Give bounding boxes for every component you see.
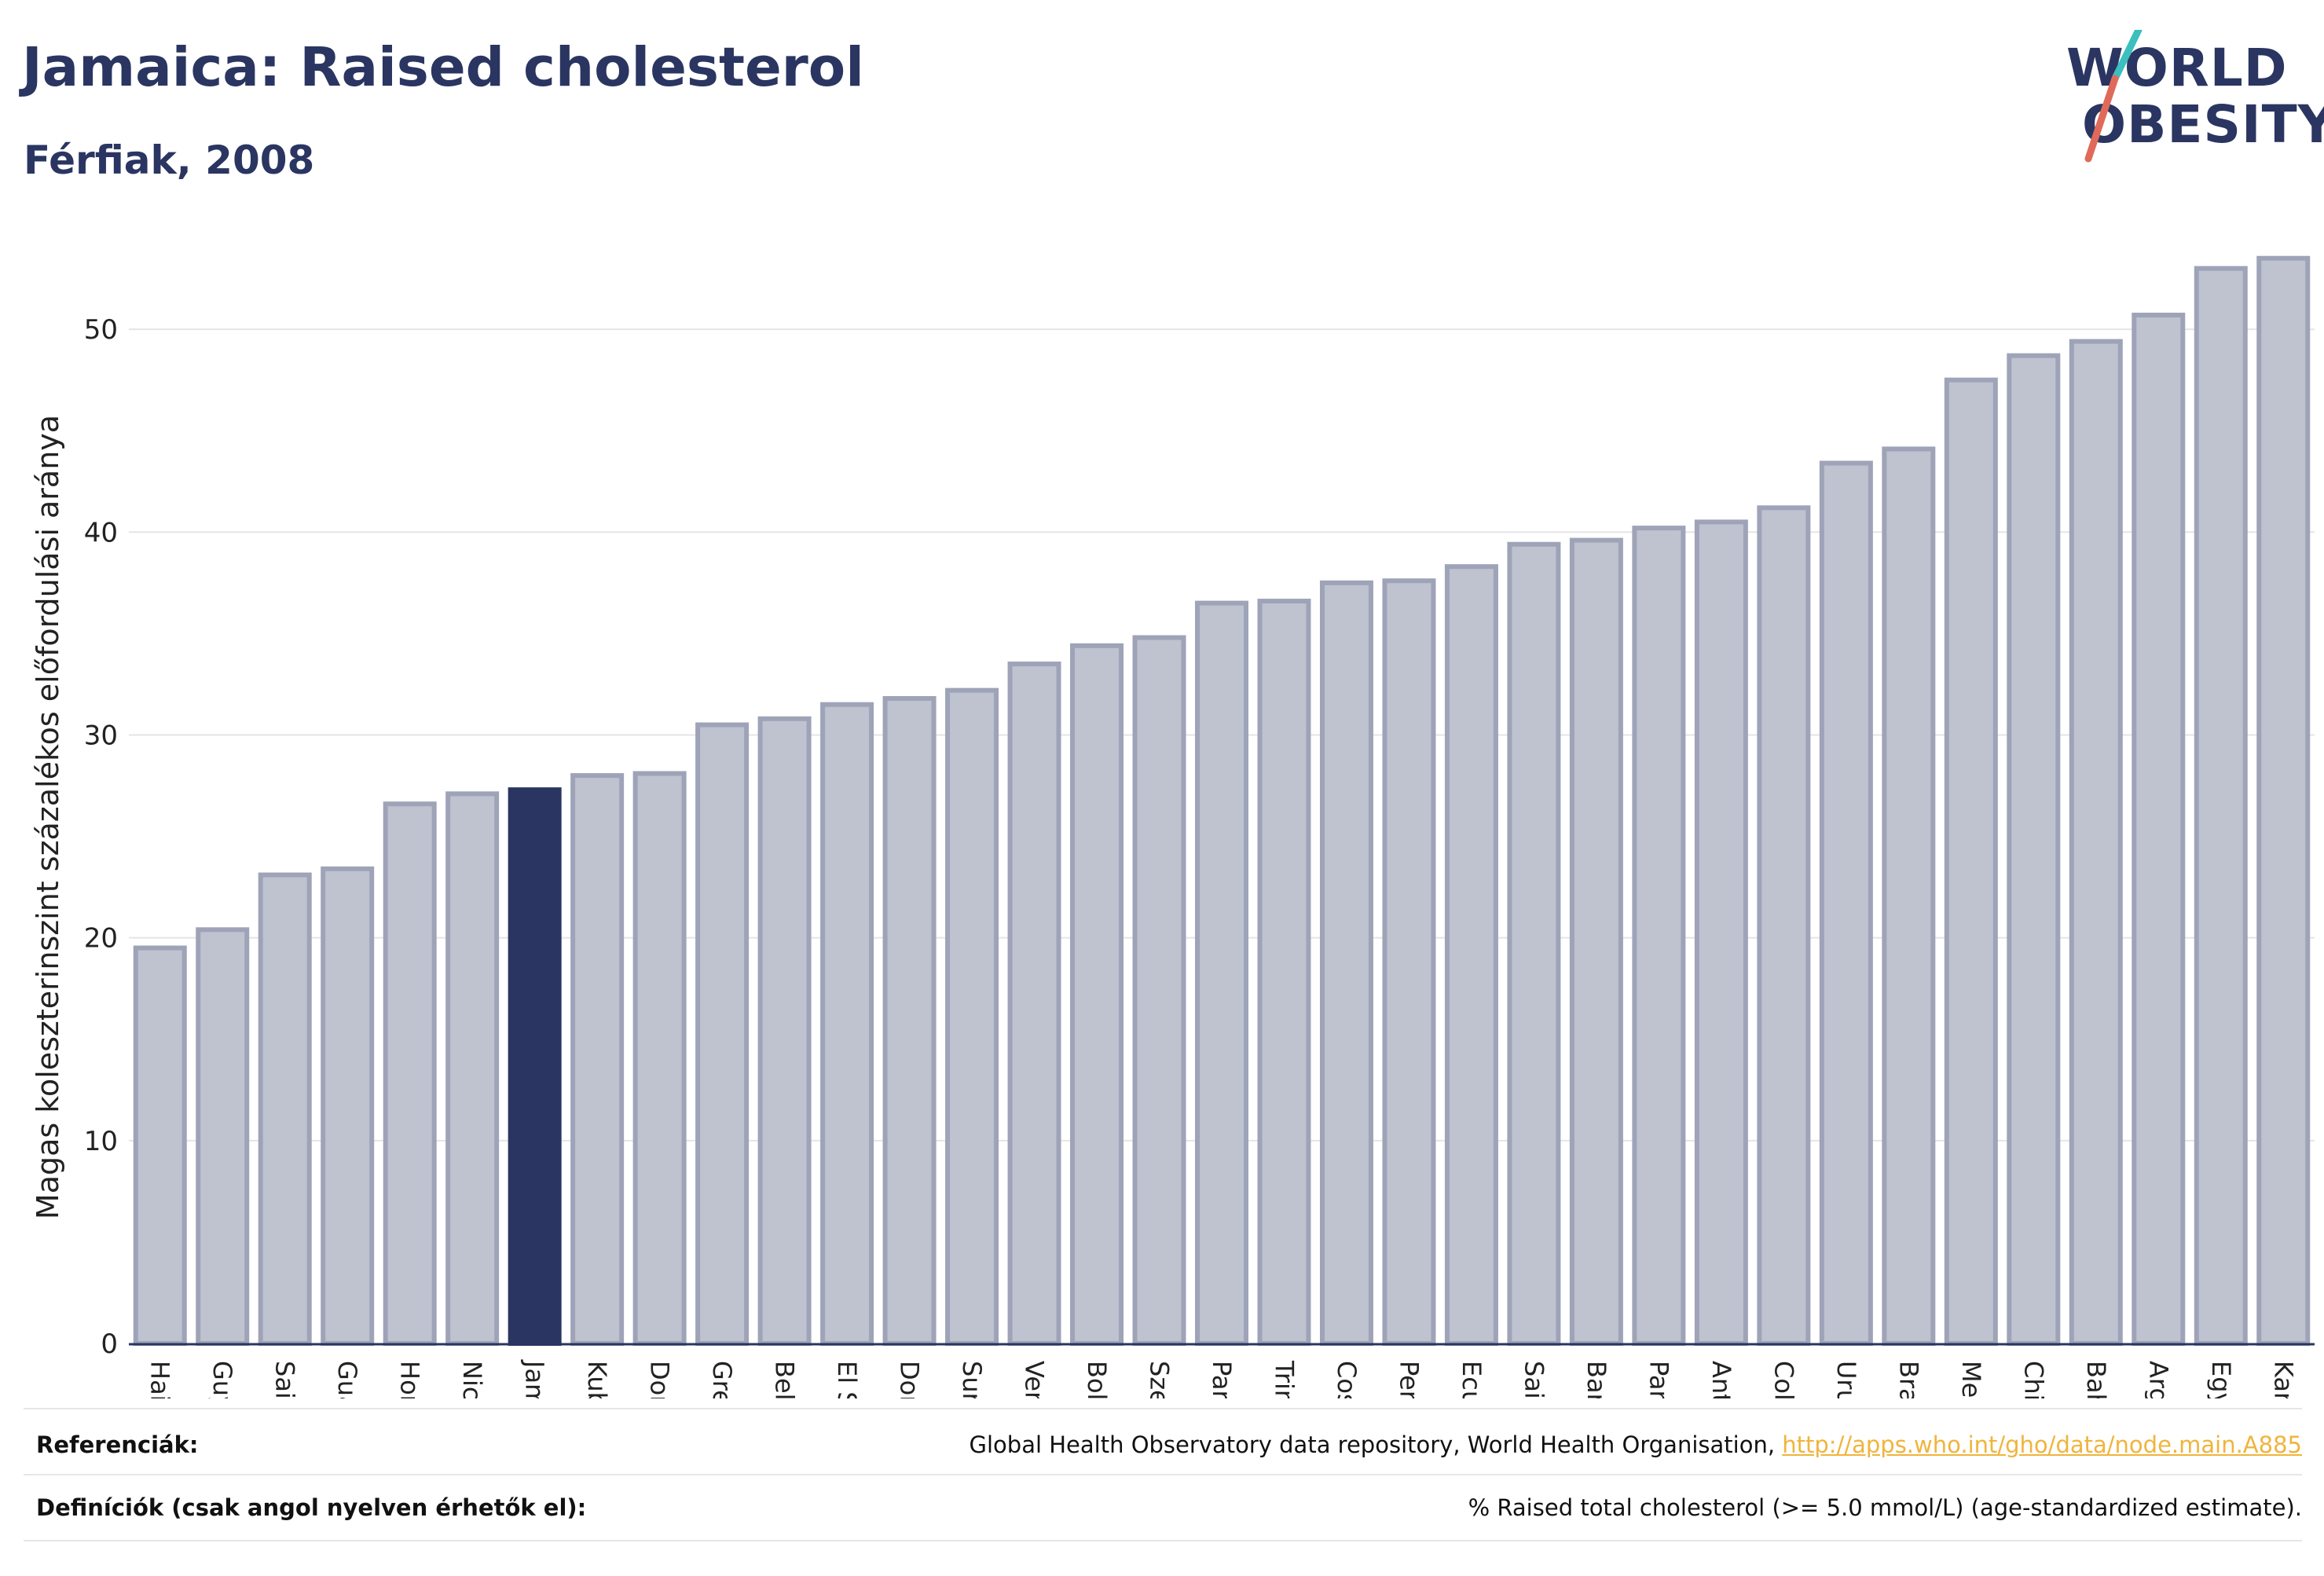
bar [945, 687, 999, 1346]
bar [1632, 526, 1686, 1346]
x-tick-label: Chile [2018, 1361, 2048, 1398]
bar [321, 866, 375, 1346]
footer-divider-3 [24, 1540, 2302, 1541]
references-value: Global Health Observatory data repositor… [970, 1431, 2302, 1458]
definitions-label: Definíciók (csak angol nyelven érhetők e… [36, 1494, 587, 1521]
bar [1257, 599, 1311, 1346]
bar [383, 801, 437, 1346]
bar [196, 927, 250, 1346]
x-tick-label: Saint Vincent é [270, 1361, 300, 1398]
x-tick-label: Antigua és Bar [1706, 1361, 1736, 1398]
references-row: Referenciák: Global Health Observatory d… [24, 1431, 2302, 1466]
bar [570, 773, 625, 1346]
bar [2069, 339, 2123, 1347]
logo-line-2: OBESITY [2082, 94, 2324, 155]
logo-slash-icon [2084, 30, 2143, 163]
y-tick-label: 40 [84, 517, 118, 548]
x-tick-label: Panama [1644, 1361, 1673, 1398]
y-tick-label: 0 [101, 1329, 118, 1360]
bar [133, 945, 187, 1346]
chart-title: Jamaica: Raised cholesterol [22, 36, 864, 99]
x-tick-label: Dominikai Közt [645, 1361, 675, 1398]
x-tick-label: Venezuela [1020, 1361, 1050, 1398]
bar [1757, 505, 1811, 1346]
bar [1195, 600, 1248, 1346]
bar [695, 722, 750, 1346]
bar [1070, 643, 1124, 1346]
x-tick-label: Suriname [957, 1361, 987, 1398]
logo-line-1: WORLD [2066, 38, 2288, 98]
bar [1444, 564, 1498, 1346]
bar [2256, 255, 2311, 1346]
references-label: Referenciák: [36, 1431, 199, 1458]
references-link[interactable]: http://apps.who.int/gho/data/node.main.A… [1782, 1431, 2302, 1458]
bar [820, 702, 874, 1346]
x-tick-label: Bolívia [1082, 1361, 1112, 1398]
y-tick-label: 20 [84, 923, 118, 955]
y-tick-label: 10 [84, 1126, 118, 1157]
x-tick-label: Guyana [207, 1361, 237, 1398]
x-tick-label: Dominikai Közö [895, 1361, 925, 1398]
x-tick-label: Colombia [1769, 1361, 1798, 1398]
y-axis-ticks: 0 10 20 30 40 50 [84, 314, 118, 1360]
bar [1007, 662, 1061, 1346]
x-tick-label: Belize [770, 1361, 800, 1398]
x-tick-label: Jamaica [520, 1359, 550, 1398]
x-tick-label: Egyesült Állam [2206, 1361, 2236, 1398]
footer-divider [24, 1408, 2302, 1409]
bar [258, 872, 312, 1346]
bar [1569, 537, 1623, 1346]
bar [1319, 580, 1373, 1346]
bar [2007, 353, 2061, 1346]
x-tick-label: Grenada [707, 1361, 737, 1398]
bar [882, 695, 937, 1346]
x-tick-label: Argentína [2143, 1361, 2173, 1398]
bar [2194, 266, 2248, 1346]
x-tick-label: Guatemala [332, 1361, 362, 1398]
bars [133, 255, 2311, 1347]
bar [632, 771, 687, 1346]
bar [1132, 635, 1186, 1346]
bar [1507, 541, 1561, 1346]
x-tick-label: Paraguay [1207, 1361, 1237, 1398]
x-tick-label: Honduras [395, 1361, 425, 1398]
x-tick-label: Brazília [1893, 1361, 1923, 1398]
bar [1382, 578, 1436, 1346]
definitions-row: Definíciók (csak angol nyelven érhetők e… [24, 1494, 2302, 1529]
bar [1694, 519, 1748, 1346]
y-tick-label: 50 [84, 314, 118, 346]
bar [1819, 460, 1873, 1346]
footer-divider-2 [24, 1474, 2302, 1475]
y-tick-label: 30 [84, 720, 118, 751]
bar-chart: 0 10 20 30 40 50 Haiti Guyana Saint Vincent é Gu… [31, 255, 2315, 1398]
references-text: Global Health Observatory data repositor… [969, 1431, 1783, 1458]
x-tick-label: Trinidad és Tob [1269, 1360, 1299, 1398]
x-axis-ticks: Haiti Guyana Saint Vincent é Guatemala Hondu… [145, 1359, 2299, 1398]
bar [757, 716, 812, 1346]
x-tick-label: Barbados [1582, 1361, 1611, 1398]
bar [445, 791, 500, 1346]
x-tick-label: Kanada [2268, 1361, 2298, 1398]
x-tick-label: Peru [1394, 1361, 1424, 1398]
x-tick-label: Haiti [145, 1361, 175, 1398]
bar [1944, 377, 1998, 1346]
bar [1882, 446, 1936, 1346]
x-tick-label: Bahama-szigetek [2081, 1361, 2111, 1398]
x-tick-label: Mexikó [1956, 1361, 1986, 1398]
x-tick-label: Saint Kitts és N [1519, 1361, 1549, 1398]
x-tick-label: Costa Rica [1332, 1361, 1362, 1398]
world-obesity-logo: WORLD OBESITY [2058, 30, 2324, 163]
bar-highlight-jamaica [508, 787, 562, 1346]
x-tick-label: Szent Lucia [1145, 1361, 1175, 1398]
x-tick-label: Nicaragua [457, 1361, 487, 1398]
x-tick-label: El Salvador [832, 1361, 862, 1398]
y-axis-label: Magas koleszterinszint százalékos előfor… [31, 415, 65, 1219]
definitions-value: % Raised total cholesterol (>= 5.0 mmol/… [1468, 1494, 2302, 1521]
chart-subtitle: Férfiak, 2008 [24, 137, 315, 183]
x-tick-label: Uruguay [1831, 1361, 1861, 1398]
bar [2132, 313, 2186, 1346]
x-tick-label: Ecuador [1457, 1361, 1486, 1398]
x-tick-label: Kuba [582, 1361, 612, 1398]
